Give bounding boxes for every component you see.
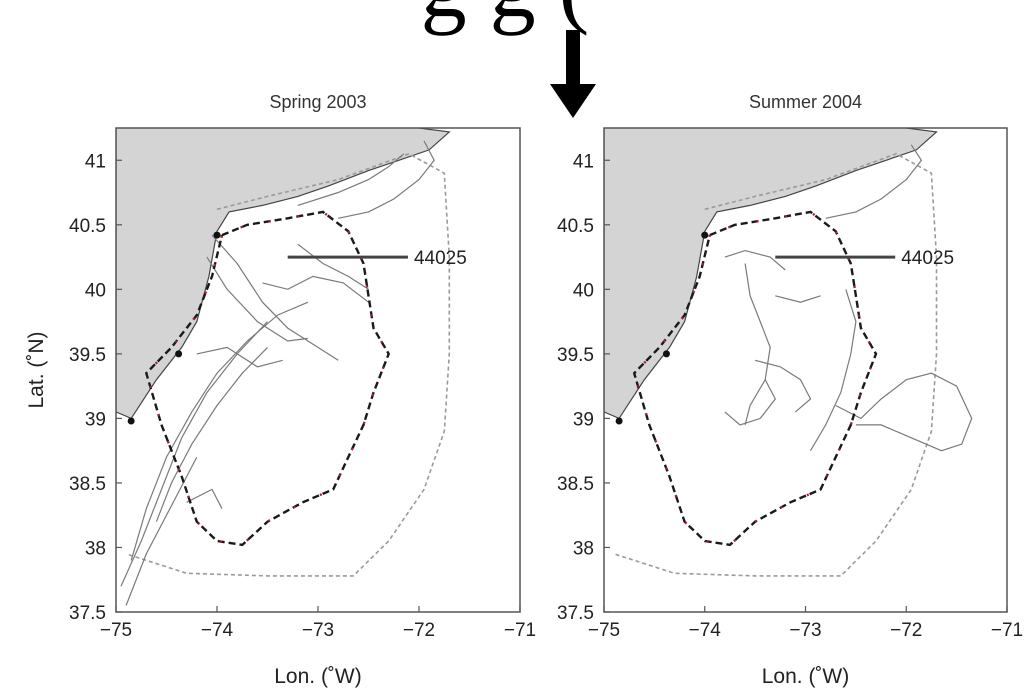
y-tick-label: 40.5 (69, 216, 106, 237)
y-tick-label: 38 (85, 538, 106, 559)
y-tick-label: 40 (573, 280, 594, 301)
endpoint-marker (615, 417, 623, 425)
y-tick-label: 38.5 (69, 474, 106, 495)
y-tick-label: 41 (85, 151, 106, 172)
drifter-track-10 (338, 140, 435, 219)
x-tick-label: −73 (789, 620, 821, 641)
x-axis-label: Lon. (˚W) (274, 665, 362, 688)
y-tick-label: 40.5 (557, 216, 594, 237)
boundary-line (125, 152, 451, 577)
x-tick-label: −74 (201, 620, 234, 641)
glider-track (632, 210, 878, 547)
endpoint-marker (701, 231, 709, 239)
boundary-line (613, 152, 938, 577)
y-tick-label: 37.5 (557, 603, 594, 624)
land (604, 128, 938, 420)
drifter-track-1 (744, 263, 771, 426)
drifter-track-3 (724, 379, 777, 426)
drifter-track-8 (825, 144, 923, 219)
drifter-track-12 (196, 346, 283, 368)
x-tick-label: −74 (689, 620, 722, 641)
y-tick-label: 39.5 (557, 345, 594, 366)
panel-spring-2003: 44025 −75 −74 −73 −72 −71 37.5 38 38.5 39 39.5 40 40… (25, 92, 536, 688)
y-tick-label: 41 (573, 151, 594, 172)
drifter-track-3 (130, 301, 309, 561)
drifter-track-9 (297, 243, 369, 290)
endpoint-marker (175, 350, 183, 358)
y-tick-label: 40 (85, 280, 106, 301)
drifter-track-8 (262, 275, 369, 303)
y-tick-label: 39 (85, 409, 106, 430)
drifter-track-2 (206, 256, 308, 342)
drifter-track-7 (724, 249, 786, 271)
y-tick-label: 39.5 (69, 345, 106, 366)
drifter-track-1 (211, 234, 339, 361)
endpoint-marker (127, 417, 135, 425)
endpoint-marker (662, 350, 670, 358)
drifter-track-11 (297, 153, 405, 206)
x-tick-label: −75 (588, 620, 620, 641)
x-tick-label: −71 (991, 620, 1023, 641)
y-tick-label: 39 (573, 409, 594, 430)
drifter-track-7 (186, 488, 223, 509)
panel-title: Spring 2003 (269, 92, 366, 112)
glider-track (144, 210, 391, 547)
panel-title: Summer 2004 (749, 92, 862, 112)
drifter-track-6 (155, 346, 268, 522)
drifter-track-4 (809, 289, 857, 452)
x-tick-label: −75 (100, 620, 132, 641)
x-tick-label: −71 (504, 620, 536, 641)
buoy-label: 44025 (414, 248, 467, 269)
drifter-track-2 (754, 359, 812, 413)
drifter-track-5 (835, 372, 973, 452)
drifter-track-6 (775, 295, 821, 303)
header-fragment: g g ( (421, 0, 590, 36)
buoy-label: 44025 (901, 248, 954, 269)
drifter-track-5 (125, 456, 198, 606)
x-tick-label: −72 (403, 620, 435, 641)
x-axis-label: Lon. (˚W) (762, 665, 850, 688)
y-tick-label: 37.5 (69, 603, 106, 624)
y-tick-label: 38 (573, 538, 594, 559)
endpoint-marker (213, 231, 221, 239)
panel-summer-2004: 44025 −75 −74 −73 −72 −71 37.5 38 38.5 39 39.5 40 40… (557, 92, 1023, 688)
x-tick-label: −72 (890, 620, 922, 641)
down-arrow-icon (550, 30, 596, 118)
y-tick-label: 38.5 (557, 474, 594, 495)
x-tick-label: −73 (302, 620, 334, 641)
y-axis-label: Lat. (˚N) (25, 331, 48, 408)
land (116, 128, 451, 420)
